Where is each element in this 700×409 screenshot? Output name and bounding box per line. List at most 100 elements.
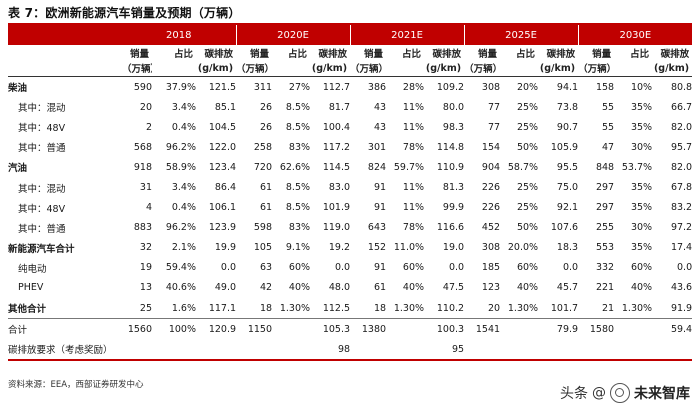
- table-cell: 61: [373, 282, 387, 294]
- watermark-at: @: [592, 385, 606, 401]
- table-cell: 43.6: [670, 282, 693, 294]
- table-cell: 91: [373, 182, 387, 194]
- table-cell: 83.0: [328, 182, 351, 194]
- table-cell: 19.0: [442, 242, 465, 254]
- watermark: 头条 @ 未来智库: [560, 383, 690, 403]
- table-cell: 154: [481, 141, 501, 153]
- table-row: 其中：混动 31 3.4% 86.4 61 8.5% 83.0 91 11% 81.3 226 25%…: [8, 177, 692, 197]
- table-cell: 26: [259, 121, 273, 133]
- table-cell: 13: [139, 282, 152, 294]
- row-label: 其中：普通: [18, 143, 66, 155]
- table-cell: 17.4: [670, 242, 693, 254]
- table-cell: 35%: [630, 242, 653, 254]
- table-cell: 1.6%: [171, 302, 196, 314]
- table-cell: 19: [139, 262, 152, 274]
- table-cell: 90.7: [556, 121, 579, 133]
- table-cell: 32: [139, 242, 152, 254]
- table-cell: 21: [601, 302, 615, 314]
- table-cell: 104.5: [208, 121, 237, 133]
- table-cell: 91: [373, 262, 387, 274]
- table-cell: 123: [481, 282, 501, 294]
- table-cell: 62.6%: [279, 161, 311, 173]
- table-cell: 78%: [402, 222, 425, 234]
- table-cell: 25%: [516, 101, 539, 113]
- table-cell: 1.30%: [507, 302, 539, 314]
- row-label: 新能源汽车合计: [8, 243, 75, 255]
- table-cell: [196, 339, 236, 360]
- table-cell: 58.9%: [165, 161, 196, 173]
- table-cell: 110.2: [436, 302, 465, 314]
- table-cell: 11%: [402, 202, 425, 214]
- table-cell: 117.2: [322, 141, 351, 153]
- unit-header: [152, 60, 196, 77]
- table-cell: 42: [259, 282, 273, 294]
- table-cell: 67.8: [670, 182, 693, 194]
- table-cell: 60%: [288, 262, 311, 274]
- table-row: 其中：普通 568 96.2% 122.0 258 83% 117.2 301 78% 114.8…: [8, 137, 692, 157]
- table-cell: 297: [595, 182, 615, 194]
- table-cell: 11%: [402, 182, 425, 194]
- table-cell: 91.9: [670, 302, 693, 314]
- table-cell: 226: [481, 182, 501, 194]
- year-header-2018: 2018: [122, 25, 237, 45]
- table-cell: 35%: [630, 121, 653, 133]
- table-cell: 10%: [630, 81, 653, 93]
- table-cell: 80.0: [442, 101, 465, 113]
- metric-header: 碳排放: [204, 48, 234, 60]
- table-cell: 105: [253, 242, 273, 254]
- table-cell: 53.7%: [621, 161, 653, 173]
- table-cell: 40%: [630, 282, 653, 294]
- unit-header: (g/km): [425, 62, 462, 74]
- table-cell: 11%: [402, 121, 425, 133]
- year-header-blank: [8, 25, 122, 45]
- table-row: 柴油 590 37.9% 121.5 311 27% 112.7 386 28% 109.2 308…: [8, 77, 692, 98]
- table-cell: 75.0: [556, 182, 579, 194]
- table-cell: 85.1: [214, 101, 237, 113]
- table-cell: 91: [373, 202, 387, 214]
- table-cell: 60%: [630, 262, 653, 274]
- table-cell: 158: [595, 81, 615, 93]
- table-cell: 78%: [402, 141, 425, 153]
- table-cell: 301: [367, 141, 387, 153]
- table-cell: 2.1%: [171, 242, 196, 254]
- table-cell: 25%: [516, 202, 539, 214]
- row-label: 柴油: [8, 83, 28, 95]
- table-cell: 553: [595, 242, 615, 254]
- table-cell: 86.4: [214, 182, 237, 194]
- table-cell: 49.0: [214, 282, 237, 294]
- table-cell: [236, 339, 272, 360]
- table-cell: 27%: [288, 81, 311, 93]
- table-cell: [122, 339, 152, 360]
- watermark-prefix: 头条: [560, 386, 588, 402]
- table-cell: 58.7%: [507, 161, 539, 173]
- row-label: 碳排放要求（考虑奖励）: [8, 345, 113, 357]
- table-cell: 452: [481, 222, 501, 234]
- year-header-2021e: 2021E: [349, 25, 465, 45]
- table-cell: [538, 339, 578, 360]
- unit-header: (g/km): [197, 62, 234, 74]
- table-cell: [386, 319, 424, 340]
- table-cell: 96.2%: [165, 141, 196, 153]
- table-cell: 8.5%: [285, 182, 311, 194]
- table-cell: 152: [367, 242, 387, 254]
- table-cell: 101.7: [550, 302, 579, 314]
- table-cell: 110.9: [436, 161, 465, 173]
- table-cell: 0.4%: [171, 121, 196, 133]
- table-cell: 81.7: [328, 101, 351, 113]
- table-row: 其中：混动 20 3.4% 85.1 26 8.5% 81.7 43 11% 80.0 77 25% 7…: [8, 97, 692, 117]
- table-cell: 848: [595, 161, 615, 173]
- title-divider: [8, 23, 692, 25]
- table-cell: 59.4: [670, 323, 693, 335]
- table-cell: 96.2%: [165, 222, 196, 234]
- row-label: 其中：混动: [18, 183, 66, 195]
- year-header-2020e: 2020E: [235, 25, 351, 45]
- table-cell: 0.0: [562, 262, 579, 274]
- table-cell: 308: [481, 81, 501, 93]
- table-cell: [272, 319, 310, 340]
- table-cell: 101.9: [322, 202, 351, 214]
- table-cell: 185: [481, 262, 501, 274]
- year-header-2030e: 2030E: [577, 25, 693, 45]
- table-cell: 66.7: [670, 101, 693, 113]
- table-cell: 8.5%: [285, 101, 311, 113]
- table-cell: 386: [367, 81, 387, 93]
